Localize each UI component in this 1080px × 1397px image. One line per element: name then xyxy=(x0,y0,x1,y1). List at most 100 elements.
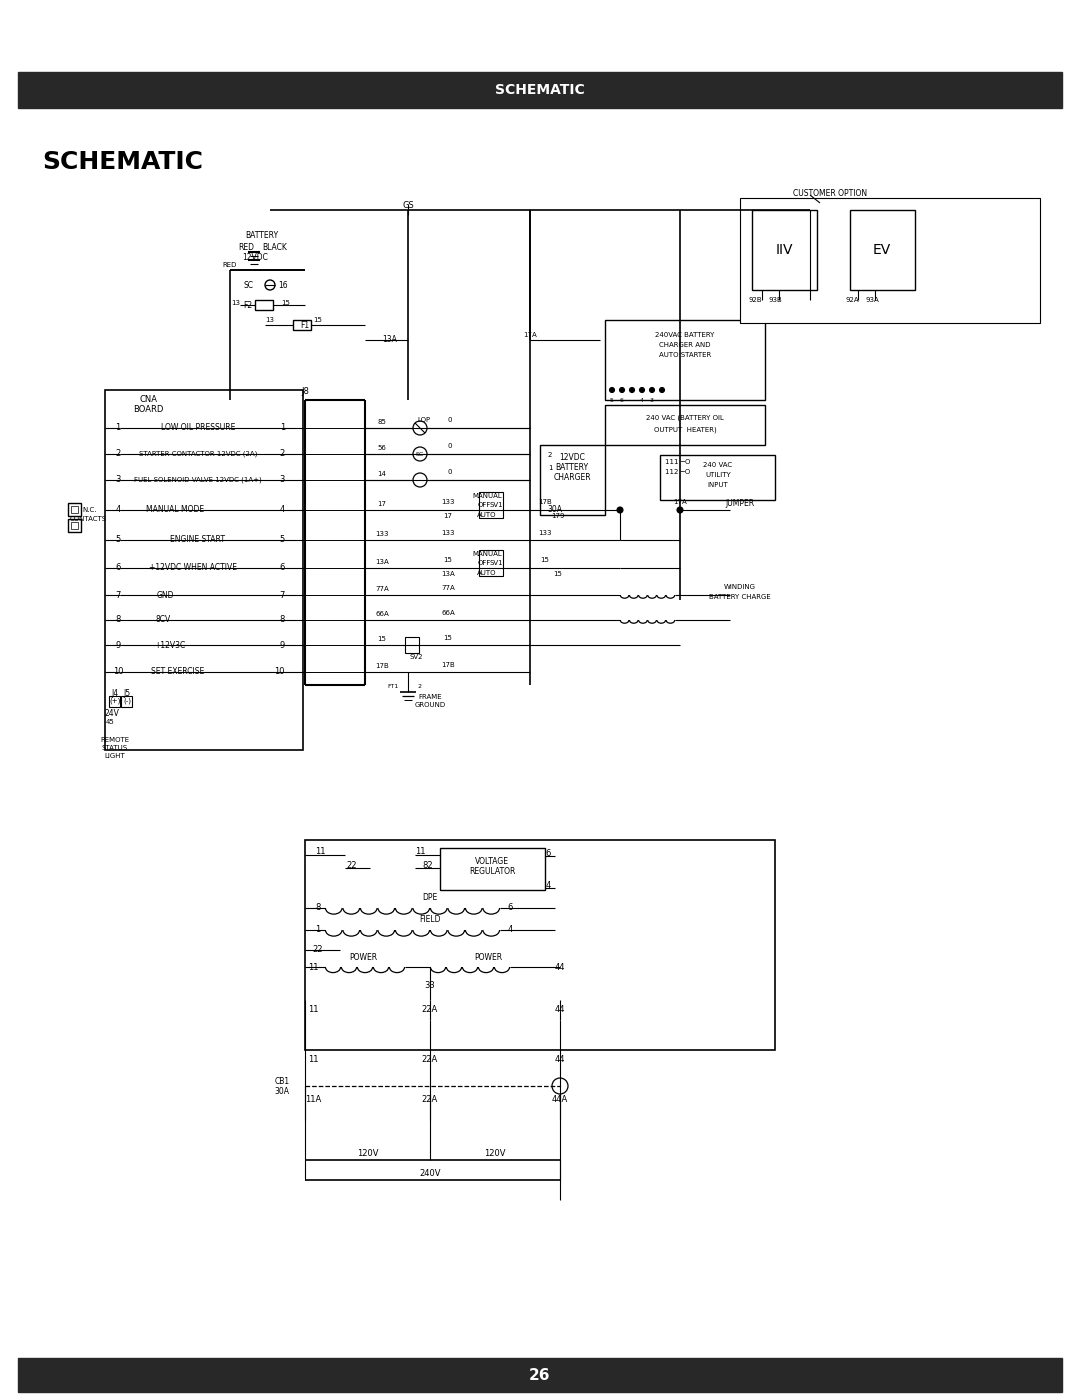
Text: 66A: 66A xyxy=(441,610,455,616)
Circle shape xyxy=(413,447,427,461)
Text: AUTO STARTER: AUTO STARTER xyxy=(659,352,711,358)
Text: 26: 26 xyxy=(529,1368,551,1383)
Text: 4: 4 xyxy=(116,506,121,514)
Text: 179: 179 xyxy=(551,513,565,520)
Text: SCHEMATIC: SCHEMATIC xyxy=(495,82,585,96)
Bar xyxy=(605,320,765,400)
Circle shape xyxy=(265,279,275,291)
Text: INPUT: INPUT xyxy=(707,482,728,488)
Text: 17: 17 xyxy=(378,502,387,507)
Text: SV1: SV1 xyxy=(489,502,503,509)
Text: 11: 11 xyxy=(308,1006,319,1014)
Text: 11: 11 xyxy=(308,963,319,971)
Text: (-): (-) xyxy=(123,697,131,704)
Text: 22A: 22A xyxy=(422,1006,438,1014)
Bar xyxy=(440,848,545,890)
Text: 11: 11 xyxy=(308,1056,319,1065)
Text: 92A: 92A xyxy=(846,298,859,303)
Text: J4: J4 xyxy=(111,689,119,697)
Text: 11: 11 xyxy=(415,848,426,856)
Text: RED: RED xyxy=(222,263,238,268)
Text: 1: 1 xyxy=(116,423,121,433)
Text: AUTO: AUTO xyxy=(477,511,497,518)
Text: J5: J5 xyxy=(123,689,131,697)
Text: STATUS: STATUS xyxy=(102,745,129,752)
Text: LOW OIL PRESSURE: LOW OIL PRESSURE xyxy=(161,423,235,433)
Text: LOP: LOP xyxy=(418,416,431,423)
Text: 8CV: 8CV xyxy=(156,616,171,624)
Bar xyxy=(18,1358,1062,1391)
Text: 77A: 77A xyxy=(441,585,455,591)
Text: 33: 33 xyxy=(424,981,435,989)
Text: 11: 11 xyxy=(314,848,325,856)
Text: 85: 85 xyxy=(378,419,387,425)
Text: 240VAC BATTERY: 240VAC BATTERY xyxy=(656,332,715,338)
Text: 17B: 17B xyxy=(538,499,552,504)
Bar xyxy=(740,198,1040,323)
Text: 0: 0 xyxy=(448,416,453,423)
Text: 22: 22 xyxy=(313,946,323,954)
Text: EV: EV xyxy=(873,243,891,257)
Text: 15: 15 xyxy=(444,557,453,563)
Text: 16: 16 xyxy=(279,281,287,289)
Text: 17A: 17A xyxy=(673,499,687,504)
Text: JUMPER: JUMPER xyxy=(726,499,755,507)
Text: GS: GS xyxy=(402,201,414,210)
Text: FIELD: FIELD xyxy=(419,915,441,925)
Bar xyxy=(480,492,503,518)
Text: 22A: 22A xyxy=(422,1095,438,1105)
Text: 240V: 240V xyxy=(419,1168,441,1178)
Text: MANUAL: MANUAL xyxy=(472,493,502,499)
Bar xyxy=(293,320,311,330)
Text: SV2: SV2 xyxy=(409,654,422,659)
Text: 17: 17 xyxy=(444,513,453,520)
Text: OFF: OFF xyxy=(477,560,490,566)
Bar xyxy=(68,503,81,515)
Bar xyxy=(68,520,81,532)
Text: FRAME: FRAME xyxy=(418,694,442,700)
Text: OUTPUT  HEATER): OUTPUT HEATER) xyxy=(653,426,716,433)
Text: BOARD: BOARD xyxy=(133,405,163,415)
Text: REGULATOR: REGULATOR xyxy=(469,868,515,876)
Text: 15: 15 xyxy=(554,571,563,577)
Text: STARTER CONTACTOR 12VDC (2A): STARTER CONTACTOR 12VDC (2A) xyxy=(139,451,257,457)
Text: UTILITY: UTILITY xyxy=(705,472,731,478)
Bar xyxy=(540,446,605,515)
Text: 133: 133 xyxy=(442,529,455,536)
Bar xyxy=(405,637,419,652)
Text: 12VDC: 12VDC xyxy=(559,454,585,462)
Bar xyxy=(305,840,775,1051)
Text: BATTERY CHARGE: BATTERY CHARGE xyxy=(710,594,771,599)
Text: ENGINE START: ENGINE START xyxy=(171,535,226,545)
Text: 4: 4 xyxy=(545,882,551,890)
Text: CUSTOMER OPTION: CUSTOMER OPTION xyxy=(793,189,867,197)
Text: 15: 15 xyxy=(541,557,550,563)
Text: 5: 5 xyxy=(116,535,121,545)
Text: MANUAL: MANUAL xyxy=(472,550,502,557)
Text: SV1: SV1 xyxy=(489,560,503,566)
Text: 22: 22 xyxy=(347,861,357,869)
Bar xyxy=(850,210,915,291)
Text: 133: 133 xyxy=(375,531,389,536)
Text: 66A: 66A xyxy=(375,610,389,617)
Text: 56: 56 xyxy=(378,446,387,451)
Text: OFF: OFF xyxy=(477,502,490,509)
Text: 9: 9 xyxy=(116,640,121,650)
Text: BLACK: BLACK xyxy=(262,243,287,253)
Text: CHARGER: CHARGER xyxy=(553,474,591,482)
Circle shape xyxy=(639,387,645,393)
Text: 0: 0 xyxy=(448,443,453,448)
Text: 120V: 120V xyxy=(484,1148,505,1158)
Text: 4: 4 xyxy=(280,506,285,514)
Text: 2: 2 xyxy=(280,450,285,458)
Text: 3: 3 xyxy=(116,475,121,485)
Text: 22A: 22A xyxy=(422,1056,438,1065)
Text: 15: 15 xyxy=(378,636,387,643)
Text: 1: 1 xyxy=(548,465,552,471)
Text: 8: 8 xyxy=(315,904,321,912)
Bar xyxy=(255,300,273,310)
Text: WINDING: WINDING xyxy=(724,584,756,590)
Text: BATTERY: BATTERY xyxy=(245,231,279,239)
Text: 8: 8 xyxy=(116,616,121,624)
Text: 44: 44 xyxy=(555,1056,565,1065)
